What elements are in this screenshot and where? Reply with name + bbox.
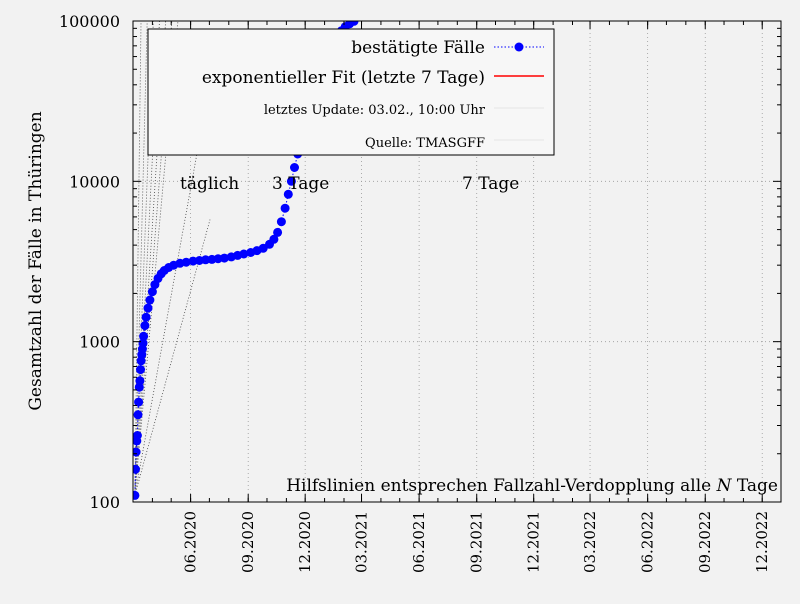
data-point (133, 410, 143, 420)
x-tick-label: 03.2022 (581, 511, 599, 573)
x-tick-label: 09.2021 (468, 511, 486, 573)
legend-box (147, 28, 555, 156)
x-tick-label: 12.2020 (296, 511, 314, 573)
x-tick-label: 09.2020 (239, 511, 257, 573)
doubling-label-7-days: 7 Tage (462, 174, 519, 194)
data-point (135, 376, 145, 386)
legend-label-fit: exponentieller Fit (letzte 7 Tage) (202, 68, 485, 88)
data-point (141, 312, 151, 322)
x-tick-label: 06.2021 (410, 511, 428, 573)
data-point (139, 331, 149, 341)
last-update-text: letztes Update: 03.02., 10:00 Uhr (264, 103, 486, 118)
data-point (133, 490, 140, 500)
data-point (134, 397, 144, 407)
data-point (280, 203, 290, 213)
y-tick-label: 10000 (69, 172, 120, 191)
x-tick-label: 12.2022 (753, 511, 771, 573)
data-point (276, 217, 286, 227)
legend-label-confirmed: bestätigte Fälle (351, 38, 485, 58)
y-tick-label: 100000 (59, 12, 120, 31)
data-point (239, 249, 249, 259)
data-point (133, 431, 142, 440)
data-point (286, 176, 296, 186)
legend-marker-confirmed (514, 42, 524, 52)
x-tick-label: 06.2020 (182, 511, 200, 573)
data-point (147, 287, 157, 297)
x-tick-label: 06.2022 (639, 511, 657, 573)
x-tick-label: 09.2022 (696, 511, 714, 573)
data-point (140, 321, 150, 331)
x-tick-label: 03.2021 (353, 511, 371, 573)
helper-lines-note: Hilfslinien entsprechen Fallzahl-Verdopp… (286, 476, 778, 496)
axis-ticks: 100 1000 10000 100000 06.2020 09.2020 12.2020 0… (59, 12, 781, 573)
data-point (133, 447, 141, 457)
data-point (283, 189, 293, 199)
data-point (290, 163, 299, 172)
doubling-line-14-days (134, 81, 211, 496)
data-point (273, 227, 283, 237)
data-point (269, 234, 279, 244)
data-point (181, 257, 191, 267)
data-point (136, 365, 145, 375)
data-point (145, 295, 155, 305)
doubling-helper-lines (134, 21, 211, 496)
doubling-label-3-days: 3 Tage (272, 174, 329, 194)
data-point (349, 21, 359, 26)
legend: bestätigte Fälle exponentieller Fit (let… (147, 28, 555, 156)
data-point (138, 338, 148, 348)
x-tick-label: 12.2021 (525, 511, 543, 573)
doubling-label-daily: täglich (180, 174, 239, 194)
doubling-line-7-days (134, 21, 179, 496)
y-tick-label: 100 (89, 493, 120, 512)
data-point (133, 464, 140, 474)
y-tick-label: 1000 (79, 333, 120, 352)
data-point (143, 303, 153, 313)
data-point (219, 253, 229, 263)
source-text: Quelle: TMASGFF (365, 136, 485, 151)
y-axis-label: Gesamtzahl der Fälle in Thüringen (26, 111, 46, 410)
